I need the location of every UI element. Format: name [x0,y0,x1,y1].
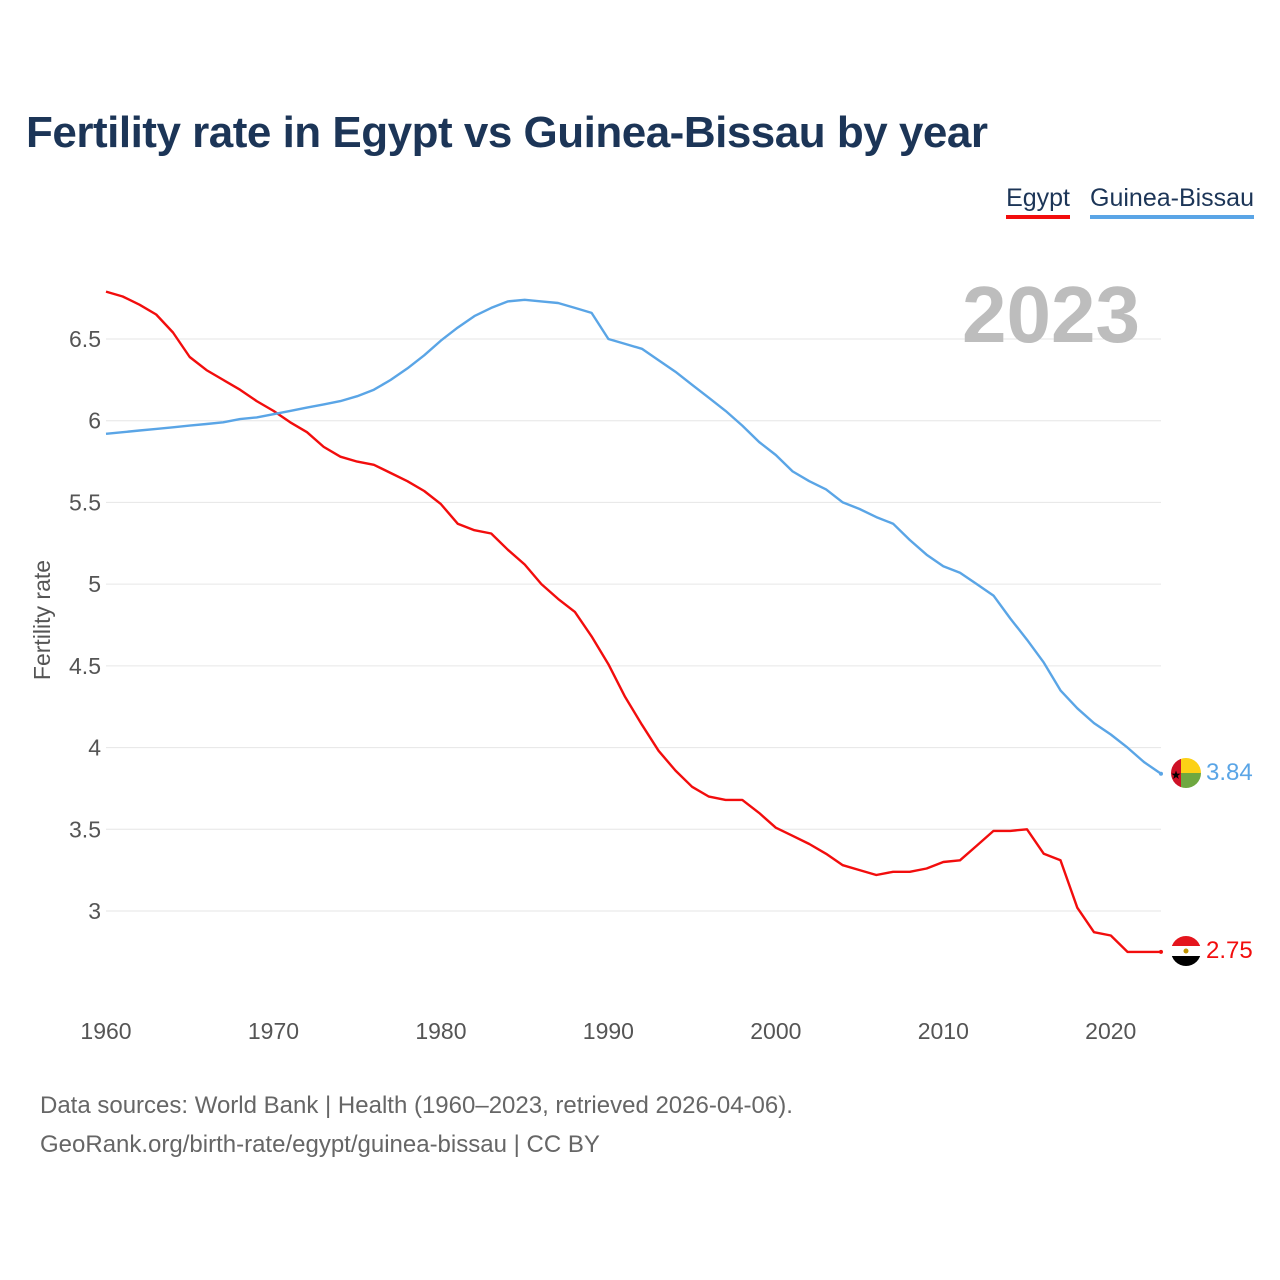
series-line-egypt[interactable] [105,290,1161,954]
line-chart: 2023 Fertility rate 3 3.5 4 4.5 5 5.5 6 6.5 196… [29,270,1253,1044]
y-tick-label: 6 [88,408,101,434]
legend-item-egypt[interactable]: Egypt [1006,184,1071,219]
svg-text:★: ★ [1171,768,1182,782]
y-axis-ticks: 3 3.5 4 4.5 5 5.5 6 6.5 [69,326,101,924]
end-label-egypt: 2.75 [1206,937,1253,964]
chart-title: Fertility rate in Egypt vs Guinea-Bissau… [26,108,988,157]
y-tick-label: 3 [88,898,101,924]
y-tick-label: 6.5 [69,326,101,352]
guinea-bissau-flag-icon: ★ [1171,758,1201,788]
y-tick-label: 4.5 [69,653,101,679]
end-label-guinea-bissau: 3.84 [1206,759,1253,786]
x-tick-label: 1970 [248,1018,299,1044]
y-tick-label: 4 [88,735,101,761]
gridlines [106,338,1161,912]
series-line-guinea-bissau[interactable] [105,298,1162,775]
data-source-note: Data sources: World Bank | Health (1960–… [40,1092,793,1119]
series-end-point-egypt [1159,949,1163,954]
y-tick-label: 3.5 [69,816,101,842]
source-link[interactable]: GeoRank.org/birth-rate/egypt/guinea-biss… [40,1131,600,1158]
x-tick-label: 1960 [80,1018,131,1044]
footer: Data sources: World Bank | Health (1960–… [40,1086,793,1164]
series-lines [105,290,1163,954]
legend-item-guinea-bissau[interactable]: Guinea-Bissau [1090,184,1254,219]
x-tick-label: 2020 [1085,1018,1136,1044]
y-tick-label: 5.5 [69,489,101,515]
x-tick-label: 2000 [750,1018,801,1044]
x-axis-ticks: 1960 1970 1980 1990 2000 2010 2020 [80,1018,1136,1044]
legend: Egypt Guinea-Bissau [1006,184,1254,219]
x-tick-label: 2010 [918,1018,969,1044]
y-tick-label: 5 [88,571,101,597]
series-end-point-guinea-bissau [1159,771,1163,776]
x-tick-label: 1990 [583,1018,634,1044]
y-axis-label: Fertility rate [29,560,55,680]
year-watermark: 2023 [962,270,1140,359]
egypt-flag-icon [1171,936,1201,966]
x-tick-label: 1980 [415,1018,466,1044]
